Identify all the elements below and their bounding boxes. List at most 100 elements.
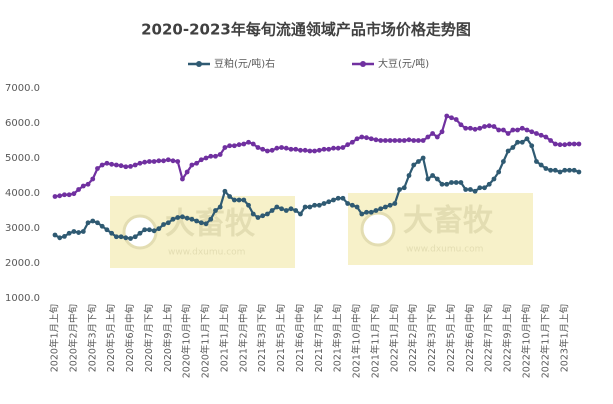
point [52,194,58,199]
point [128,164,133,169]
point [302,204,308,210]
point [425,134,431,140]
point [250,141,256,147]
point [326,146,332,152]
x-tick-label: 2021年7月下旬 [313,304,325,372]
point [161,158,166,164]
point [364,209,369,215]
legend-label: 豆粕(元/吨)右 [214,57,275,70]
point [142,227,148,233]
point [222,188,228,194]
point [439,181,445,187]
point [123,164,129,170]
point [265,148,270,154]
watermark-url: www.dxumu.com [406,245,483,255]
point [255,215,261,220]
point [510,127,516,133]
point [406,173,412,178]
point [151,228,157,234]
point [80,229,86,234]
point [132,234,138,240]
point [57,235,63,241]
point [538,132,544,138]
point [378,206,384,212]
point [118,234,124,240]
point [213,208,218,213]
point [260,213,266,219]
point [217,152,223,157]
point [62,192,67,198]
point [335,145,341,151]
point [316,147,322,153]
point [458,180,464,185]
point [250,211,256,217]
point [156,158,162,164]
point [321,201,327,206]
watermark: 大畜牧 [165,207,256,242]
point [472,126,478,132]
x-tick-label: 2020年9月上旬 [162,304,174,372]
point [543,134,549,140]
point [71,229,77,234]
point [420,155,426,161]
point [161,222,166,227]
x-tick-label: 2022年6月中旬 [464,304,476,372]
x-tick-label: 2022年7月下旬 [483,304,495,372]
point [571,141,577,147]
x-tick-label: 2020年6月中旬 [124,304,136,372]
point [85,181,91,187]
point [194,160,200,166]
point [288,146,294,152]
point [364,135,369,141]
point [368,136,374,142]
point [538,162,544,168]
x-tick-label: 2020年7月下旬 [143,304,155,372]
point [113,162,119,168]
x-tick-label: 2020年10月中旬 [181,304,193,378]
point [137,230,143,236]
point [411,138,417,143]
watermark-logo [360,211,396,247]
x-tick-label: 2021年2月中旬 [237,304,249,372]
point [529,143,535,149]
point [501,127,506,133]
point [491,176,497,182]
x-tick-label: 2020年11月下旬 [200,304,212,378]
point [529,129,535,135]
point [453,117,459,122]
point [165,157,171,163]
point [392,138,398,143]
point [76,187,81,192]
x-tick-label: 2022年5月上旬 [445,304,457,372]
point [147,227,152,233]
point [90,176,96,182]
point [156,226,162,232]
point [401,138,407,143]
point [80,183,86,189]
point [307,148,313,154]
x-tick-label: 2021年1月上旬 [218,304,230,372]
point [430,173,435,178]
point [331,145,336,151]
legend-marker [196,61,202,67]
point [302,147,308,153]
y-tick-label: 2000.0 [5,258,40,269]
point [316,202,322,208]
point [463,187,469,192]
point [552,167,558,173]
point [76,230,81,235]
point [349,139,355,145]
point [425,176,431,182]
point [434,134,440,140]
x-tick-label: 2022年11月下旬 [539,304,551,378]
point [283,145,289,151]
point [279,206,284,212]
y-tick-label: 4000.0 [5,188,40,199]
legend-marker [360,61,366,67]
point [128,236,133,241]
point [269,208,275,213]
point [236,197,242,203]
point [496,169,502,175]
point [246,202,251,208]
